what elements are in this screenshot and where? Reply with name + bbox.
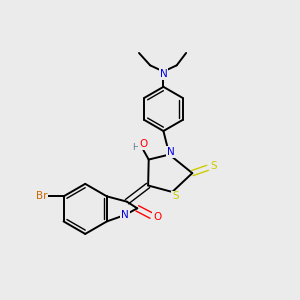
Text: Br: Br (36, 191, 47, 201)
Text: S: S (211, 161, 217, 171)
Text: N: N (160, 69, 167, 79)
Text: N: N (121, 210, 129, 220)
Text: H: H (132, 143, 139, 152)
Text: O: O (139, 139, 148, 149)
Text: N: N (167, 147, 175, 157)
Text: O: O (153, 212, 161, 222)
Text: S: S (172, 191, 178, 201)
